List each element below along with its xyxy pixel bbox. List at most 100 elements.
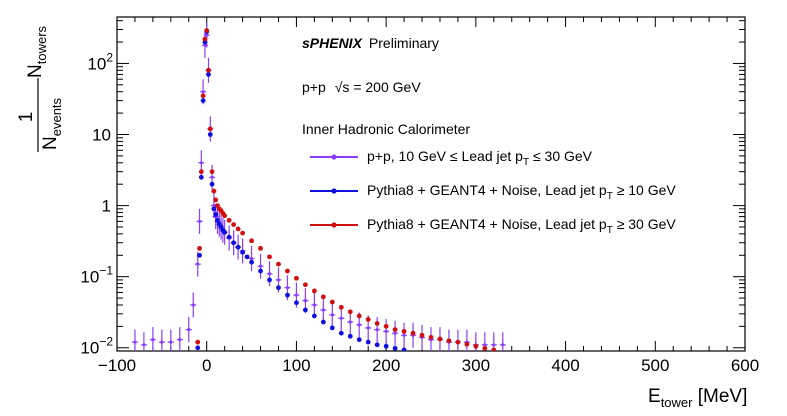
data-point (211, 206, 217, 212)
y-tick-label: 10−1 (80, 264, 113, 287)
y-tick-label-base: 10 (87, 54, 106, 73)
data-point (392, 327, 398, 333)
data-point (187, 328, 191, 332)
data-point (226, 217, 232, 223)
x-tick-label: 400 (551, 356, 579, 375)
data-point (285, 286, 290, 290)
data-point (201, 90, 205, 94)
data-point (419, 332, 425, 338)
series-layer (131, 22, 506, 351)
data-point (209, 169, 215, 175)
data-point (276, 285, 281, 291)
data-point (393, 331, 397, 335)
x-axis-title: Etower [MeV] (648, 386, 747, 410)
y-tick-label-base: 10 (92, 126, 111, 145)
data-point (133, 340, 137, 344)
x-axis: −100 0 100 200 300 400 500 600 (98, 17, 759, 375)
y-tick-label: 102 (87, 50, 113, 73)
data-point (160, 340, 164, 344)
data-point (294, 275, 299, 281)
data-point (276, 278, 281, 282)
data-point (198, 169, 204, 175)
data-point (207, 132, 213, 137)
x-tick-label: −100 (98, 356, 136, 375)
legend-label: p+p, 10 GeV ≤ Lead jet pT ≤ 30 GeV (367, 148, 593, 168)
x-tick-label: 300 (462, 356, 490, 375)
data-point (437, 336, 443, 342)
data-point (428, 334, 434, 340)
data-point (244, 254, 250, 260)
data-point (207, 126, 213, 132)
data-point (209, 181, 215, 187)
data-point (222, 229, 228, 235)
data-point (197, 245, 202, 251)
x-tick-label: 600 (731, 356, 759, 375)
data-point (258, 245, 263, 251)
x-axis-title-main: E (648, 386, 661, 407)
data-point (348, 320, 352, 324)
data-point (197, 219, 202, 223)
data-point (383, 323, 389, 329)
series-2 (195, 28, 497, 351)
collision-label: p+p √s = 200 GeV (302, 79, 421, 96)
data-point (357, 323, 361, 327)
data-point (210, 175, 214, 179)
data-point (267, 272, 272, 276)
data-point (195, 345, 201, 351)
data-point (213, 197, 219, 203)
data-point (222, 213, 228, 219)
y-tick-label-base: 10 (80, 339, 99, 358)
data-point (240, 249, 246, 255)
data-point (320, 319, 326, 325)
legend-label-suffix: ≤ 30 GeV (529, 148, 593, 164)
data-point (384, 329, 388, 333)
y-tick-label-base: 1 (102, 197, 111, 216)
x-tick-label: 100 (282, 356, 310, 375)
data-point (347, 309, 353, 315)
data-point (455, 339, 461, 345)
data-point (231, 222, 237, 228)
data-point (375, 328, 379, 332)
data-point (365, 317, 371, 322)
data-point (338, 330, 344, 336)
data-point (276, 261, 281, 267)
data-point (206, 67, 211, 73)
experiment-status: Preliminary (369, 35, 439, 51)
collision-energy: √s = 200 GeV (335, 79, 422, 95)
detector-label: Inner Hadronic Calorimeter (302, 121, 470, 137)
y-tick-label: 1 (102, 197, 111, 216)
y-axis-title-den-sub: events (49, 97, 64, 136)
legend-label-text: p+p, 10 GeV ≤ Lead jet p (367, 148, 523, 164)
data-point (235, 226, 241, 232)
legend-label-suffix: ≥ 10 GeV (613, 182, 677, 198)
data-point (205, 33, 209, 37)
data-point (294, 293, 299, 297)
data-point (212, 203, 216, 208)
collision-system: p+p (302, 79, 326, 95)
data-point (501, 343, 505, 347)
y-tick-label: 10−2 (80, 335, 113, 358)
data-point (356, 313, 362, 319)
y-tick-label-exponent: −2 (99, 335, 113, 349)
data-point (446, 338, 452, 344)
y-axis-title-den-main: N (40, 136, 61, 150)
x-tick-label: 200 (372, 356, 400, 375)
data-point (401, 347, 407, 351)
data-point (249, 238, 254, 244)
legend-marker (331, 188, 337, 194)
data-point (303, 299, 307, 303)
data-point (330, 313, 334, 317)
data-point (410, 330, 416, 336)
data-point (329, 325, 335, 331)
x-tick-label: 0 (202, 356, 211, 375)
data-point (339, 316, 343, 320)
x-axis-title-unit: [MeV] (692, 386, 747, 407)
y-axis-title-den: Nevents (40, 97, 64, 150)
data-point (383, 343, 389, 349)
data-point (197, 252, 202, 258)
data-point (366, 326, 370, 330)
data-point (203, 43, 207, 47)
data-point (211, 188, 217, 194)
